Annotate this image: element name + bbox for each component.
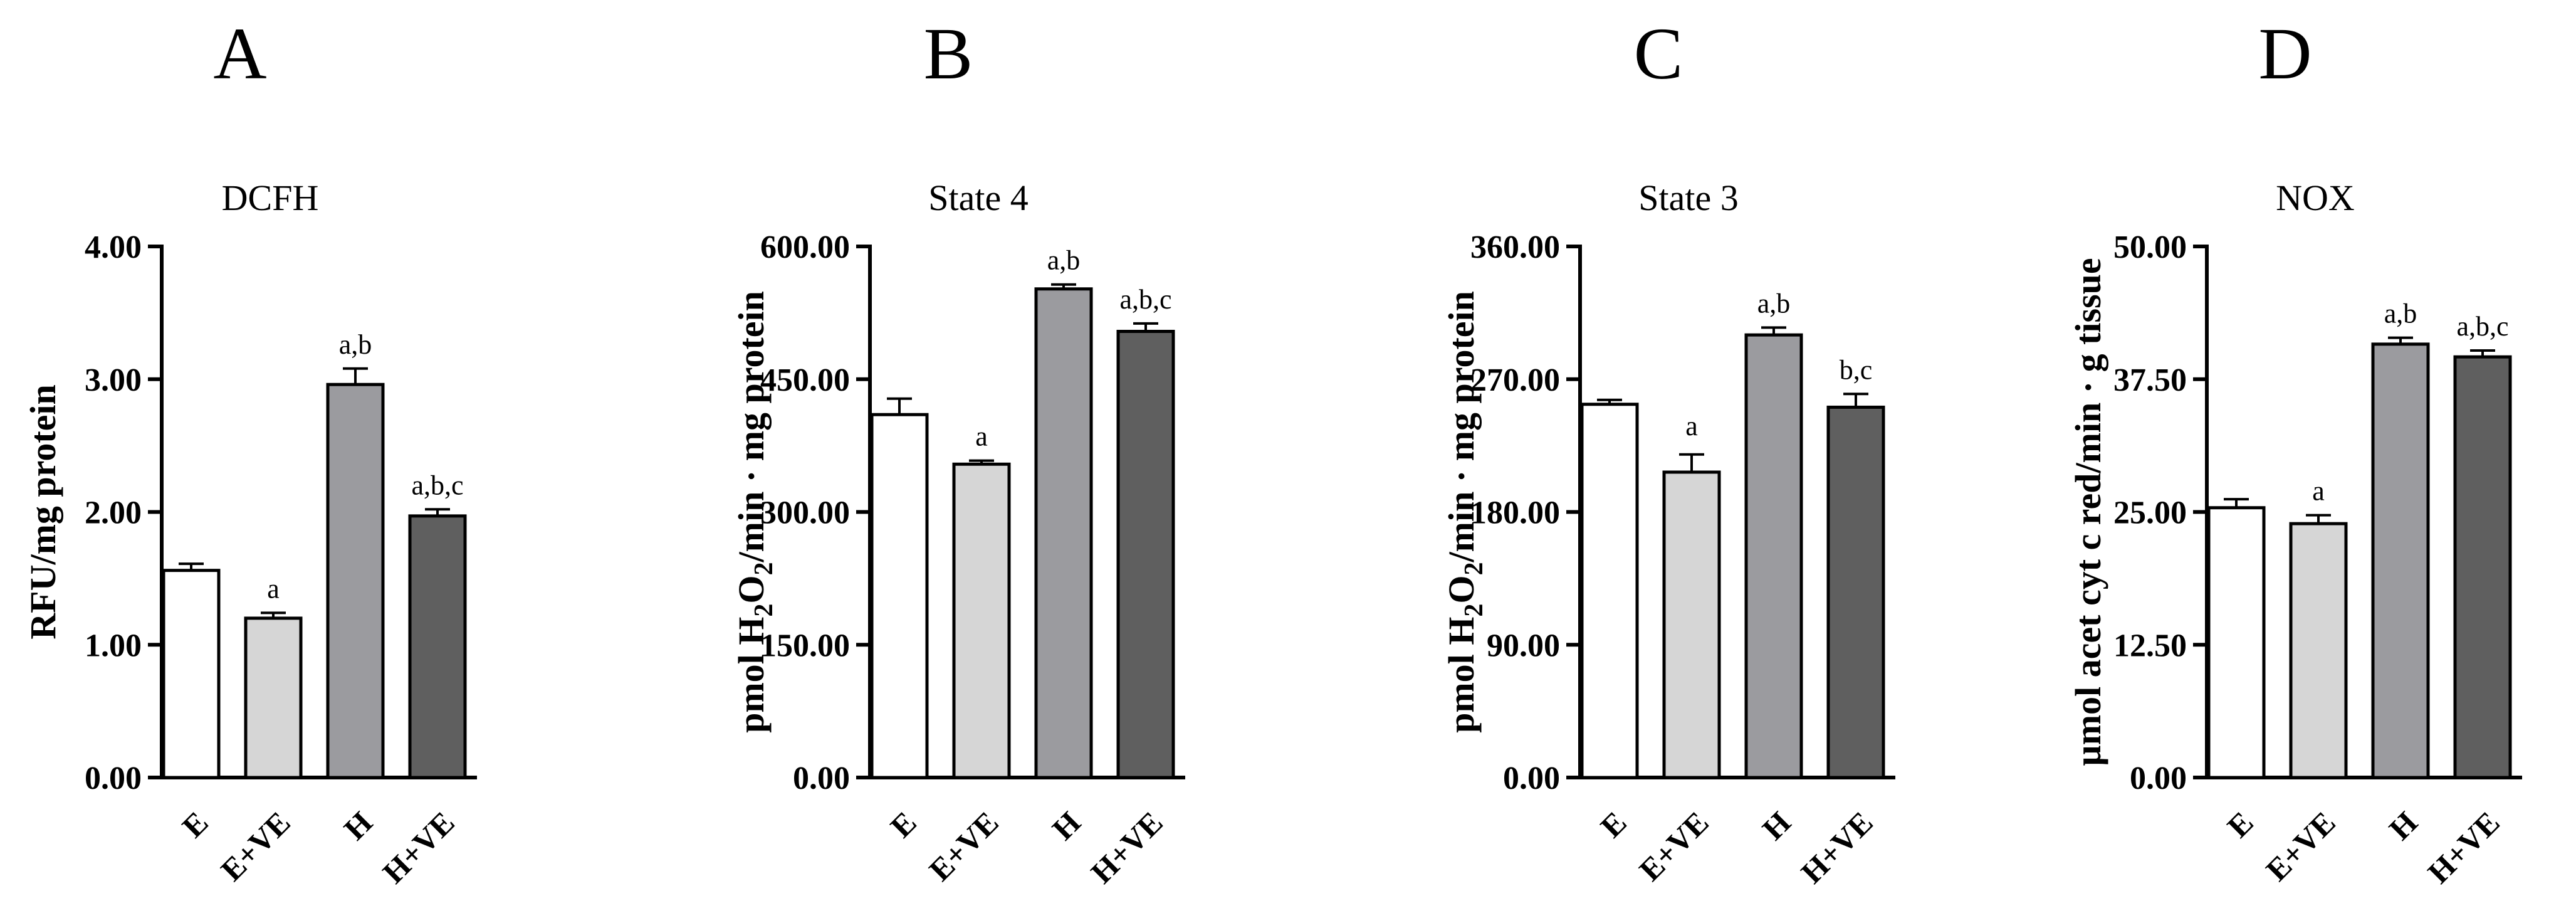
y-axis-label: pmol H2O2/min · mg protein <box>1441 291 1489 733</box>
bar-h-ve <box>1826 405 1885 779</box>
significance-label: a,b,c <box>411 470 463 500</box>
x-tick-label: E <box>1594 804 1633 844</box>
bar-e <box>2207 506 2266 779</box>
y-tick-label: 450.00 <box>760 362 850 398</box>
y-axis-label: RFU/mg protein <box>23 384 63 640</box>
y-tick-label: 150.00 <box>760 628 850 663</box>
x-tick-label: H <box>1756 804 1798 847</box>
y-tick-label: 1.00 <box>85 628 142 663</box>
bar-e-ve <box>244 616 303 779</box>
panel-a: A DCFH RFU/mg protein 0.00 1.00 2.00 3.00 4.00 E… <box>23 13 477 890</box>
bar-h-ve <box>2453 355 2512 779</box>
y-tick-label: 0.00 <box>1503 761 1560 796</box>
y-tick-label: 0.00 <box>2130 761 2187 796</box>
x-tick-label: E <box>175 804 215 844</box>
x-tick-label: H <box>337 804 379 847</box>
y-axis-label: pmol H2O2/min · mg protein <box>731 291 778 733</box>
x-tick-label: H <box>2382 804 2424 847</box>
panel-letter: A <box>213 13 266 95</box>
x-tick-label: E+VE <box>214 804 296 887</box>
panel-d: D NOX µmol acet cyt c red/min · g tissue 0.… <box>2068 13 2522 890</box>
x-tick-label: H+VE <box>1794 804 1879 890</box>
y-tick-label: 270.00 <box>1470 362 1560 398</box>
panel-title: NOX <box>2276 177 2355 218</box>
x-tick-label: H+VE <box>2421 804 2506 890</box>
bar-h <box>1744 333 1803 779</box>
significance-label: a <box>2312 476 2325 507</box>
significance-label: a <box>1685 411 1698 441</box>
significance-label: b,c <box>1840 354 1873 385</box>
y-tick-label: 300.00 <box>760 495 850 531</box>
y-tick-label: 4.00 <box>85 229 142 265</box>
bar-e <box>162 569 221 779</box>
x-tick-label: H+VE <box>375 804 461 890</box>
significance-label: a,b <box>339 329 372 360</box>
significance-label: a,b,c <box>1119 284 1171 315</box>
y-tick-label: 600.00 <box>760 229 850 265</box>
significance-label: a,b,c <box>2456 311 2508 342</box>
y-tick-label: 90.00 <box>1487 628 1560 663</box>
x-tick-label: H+VE <box>1084 804 1169 890</box>
bar-h-ve <box>1116 330 1175 779</box>
significance-label: a,b <box>1047 245 1081 276</box>
panel-title: State 4 <box>928 177 1028 218</box>
panel-title: DCFH <box>222 177 319 218</box>
y-tick-label: 2.00 <box>85 495 142 531</box>
significance-label: a,b <box>1757 288 1791 319</box>
bar-e-ve <box>952 462 1011 779</box>
panel-c: C State 3 pmol H2O2/min · mg protein 0.00 90… <box>1441 13 1895 890</box>
y-tick-label: 50.00 <box>2113 229 2187 265</box>
x-tick-label: H <box>1045 804 1087 847</box>
bar-e <box>1580 403 1639 779</box>
bar-e-ve <box>2289 522 2348 779</box>
y-tick-label: 3.00 <box>85 362 142 398</box>
y-tick-label: 0.00 <box>793 761 850 796</box>
x-tick-label: E+VE <box>922 804 1005 887</box>
panel-b: B State 4 pmol H2O2/min · mg protein 0.00 15… <box>731 13 1185 890</box>
panel-letter: C <box>1634 13 1683 95</box>
x-tick-label: E <box>2221 804 2260 844</box>
x-tick-label: E+VE <box>1632 804 1715 887</box>
bar-h-ve <box>408 514 467 779</box>
significance-label: a <box>975 421 988 452</box>
bar-e-ve <box>1662 470 1721 779</box>
panel-title: State 3 <box>1638 177 1738 218</box>
bar-h <box>2371 342 2430 779</box>
y-tick-label: 0.00 <box>85 761 142 796</box>
bar-h <box>326 382 385 779</box>
significance-label: a,b <box>2384 298 2417 329</box>
y-tick-label: 180.00 <box>1470 495 1560 531</box>
x-tick-label: E <box>884 804 923 844</box>
bar-e <box>870 413 929 779</box>
panel-letter: D <box>2258 13 2312 95</box>
y-axis-label: µmol acet cyt c red/min · g tissue <box>2068 258 2108 766</box>
panel-letter: B <box>924 13 973 95</box>
significance-label: a <box>267 573 280 604</box>
y-tick-label: 360.00 <box>1470 229 1560 265</box>
y-tick-label: 37.50 <box>2113 362 2187 398</box>
y-tick-label: 25.00 <box>2113 495 2187 531</box>
y-tick-label: 12.50 <box>2113 628 2187 663</box>
x-tick-label: E+VE <box>2259 804 2342 887</box>
bar-h <box>1034 287 1093 779</box>
